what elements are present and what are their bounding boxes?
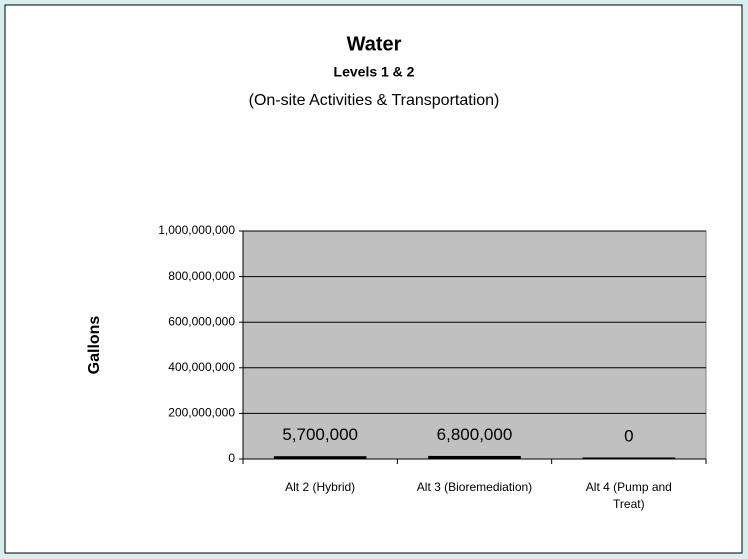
bar [428, 455, 521, 459]
y-axis-label: Gallons [86, 316, 103, 375]
x-tick-label: Alt 2 (Hybrid) [285, 480, 356, 494]
x-tick-label: Alt 3 (Bioremediation) [416, 480, 533, 494]
data-label: 0 [624, 426, 633, 445]
y-tick-label: 200,000,000 [168, 406, 235, 420]
data-label: 5,700,000 [282, 425, 358, 444]
bar [582, 457, 676, 459]
chart-subtitle: Levels 1 & 2 [334, 64, 415, 80]
y-tick-label: 0 [228, 451, 235, 465]
data-label: 6,800,000 [437, 425, 513, 444]
y-tick-label: 600,000,000 [168, 314, 235, 328]
x-tick-label: Alt 4 (Pump and Treat) [585, 480, 672, 511]
bar [273, 456, 367, 459]
y-tick-label: 1,000,000,000 [158, 223, 235, 237]
plot-area [242, 230, 707, 460]
chart-subtitle: (On-site Activities & Transportation) [249, 92, 500, 109]
y-tick-label: 800,000,000 [168, 269, 235, 283]
chart-title: Water [347, 33, 402, 55]
y-tick-label: 400,000,000 [168, 360, 235, 374]
